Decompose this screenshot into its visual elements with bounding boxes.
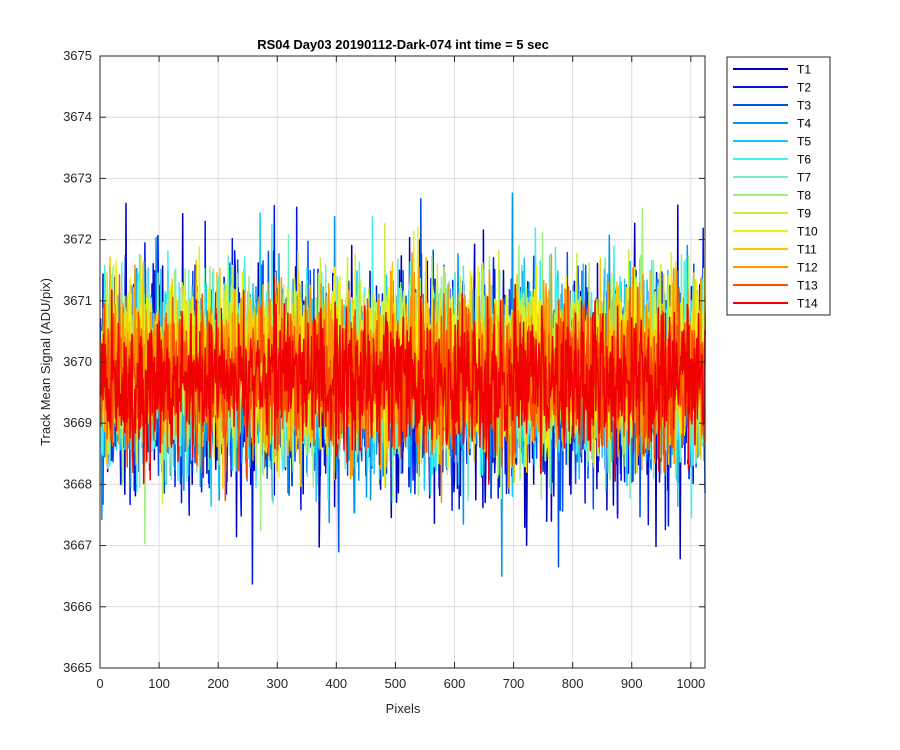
legend-label: T12 — [797, 261, 818, 275]
y-axis-label: Track Mean Signal (ADU/pix) — [38, 278, 53, 446]
y-tick-label: 3675 — [63, 48, 92, 63]
legend-item-t8: T8 — [733, 189, 811, 203]
y-tick-label: 3672 — [63, 232, 92, 247]
legend-label: T9 — [797, 207, 811, 221]
y-tick-label: 3670 — [63, 354, 92, 369]
x-tick-label: 200 — [207, 676, 229, 691]
x-axis-tick-labels: 0 100 200 300 400 500 600 700 800 900 1000 — [96, 676, 705, 691]
legend-item-t3: T3 — [733, 99, 811, 113]
legend: T1 T2 T3 T4 T5 T6 T7 T8 T9 T10 T11 T12 T13 T14 — [726, 56, 831, 316]
legend-item-t12: T12 — [733, 261, 818, 275]
legend-label: T10 — [797, 225, 818, 239]
y-tick-label: 3668 — [63, 476, 92, 491]
x-tick-label: 600 — [444, 676, 466, 691]
legend-item-t13: T13 — [733, 279, 818, 293]
series-line-t14 — [99, 276, 706, 485]
x-tick-label: 800 — [562, 676, 584, 691]
legend-item-t10: T10 — [733, 225, 818, 239]
legend-item-t5: T5 — [733, 135, 811, 149]
legend-label: T14 — [797, 297, 818, 311]
y-tick-label: 3669 — [63, 415, 92, 430]
legend-label: T6 — [797, 153, 811, 167]
legend-label: T8 — [797, 189, 811, 203]
y-tick-label: 3671 — [63, 293, 92, 308]
y-tick-label: 3666 — [63, 599, 92, 614]
x-tick-label: 1000 — [676, 676, 705, 691]
y-tick-label: 3673 — [63, 170, 92, 185]
legend-label: T2 — [797, 81, 811, 95]
x-axis-label: Pixels — [386, 701, 421, 716]
axis-ticks — [99, 55, 705, 669]
legend-item-t6: T6 — [733, 153, 811, 167]
x-tick-label: 0 — [96, 676, 103, 691]
y-tick-label: 3667 — [63, 538, 92, 553]
legend-label: T1 — [797, 63, 811, 77]
legend-item-t2: T2 — [733, 81, 811, 95]
legend-item-t4: T4 — [733, 117, 811, 131]
x-tick-label: 700 — [503, 676, 525, 691]
legend-label: T4 — [797, 117, 811, 131]
legend-label: T3 — [797, 99, 811, 113]
legend-item-t1: T1 — [733, 63, 811, 77]
legend-label: T13 — [797, 279, 818, 293]
legend-items: T1 T2 T3 T4 T5 T6 T7 T8 T9 T10 T11 T12 T13 T14 — [733, 63, 818, 311]
legend-label: T7 — [797, 171, 811, 185]
legend-item-t9: T9 — [733, 207, 811, 221]
plot-area: 0 100 200 300 400 500 600 700 800 900 1000 3665366… — [63, 48, 706, 691]
y-tick-label: 3665 — [63, 660, 92, 675]
legend-label: T5 — [797, 135, 811, 149]
legend-item-t14: T14 — [733, 297, 818, 311]
chart-title: RS04 Day03 20190112-Dark-074 int time = … — [257, 37, 549, 52]
y-tick-label: 3674 — [63, 109, 92, 124]
legend-box — [726, 56, 831, 316]
x-tick-label: 300 — [266, 676, 288, 691]
x-tick-label: 400 — [325, 676, 347, 691]
legend-item-t11: T11 — [733, 243, 817, 257]
x-tick-label: 900 — [621, 676, 643, 691]
legend-label: T11 — [797, 243, 817, 257]
series-layer — [99, 192, 706, 585]
y-axis-tick-labels: 3665 3666 3667 3668 3669 3670 3671 3672 3673 3674… — [63, 48, 92, 675]
x-tick-label: 100 — [148, 676, 170, 691]
x-tick-label: 500 — [385, 676, 407, 691]
legend-item-t7: T7 — [733, 171, 811, 185]
